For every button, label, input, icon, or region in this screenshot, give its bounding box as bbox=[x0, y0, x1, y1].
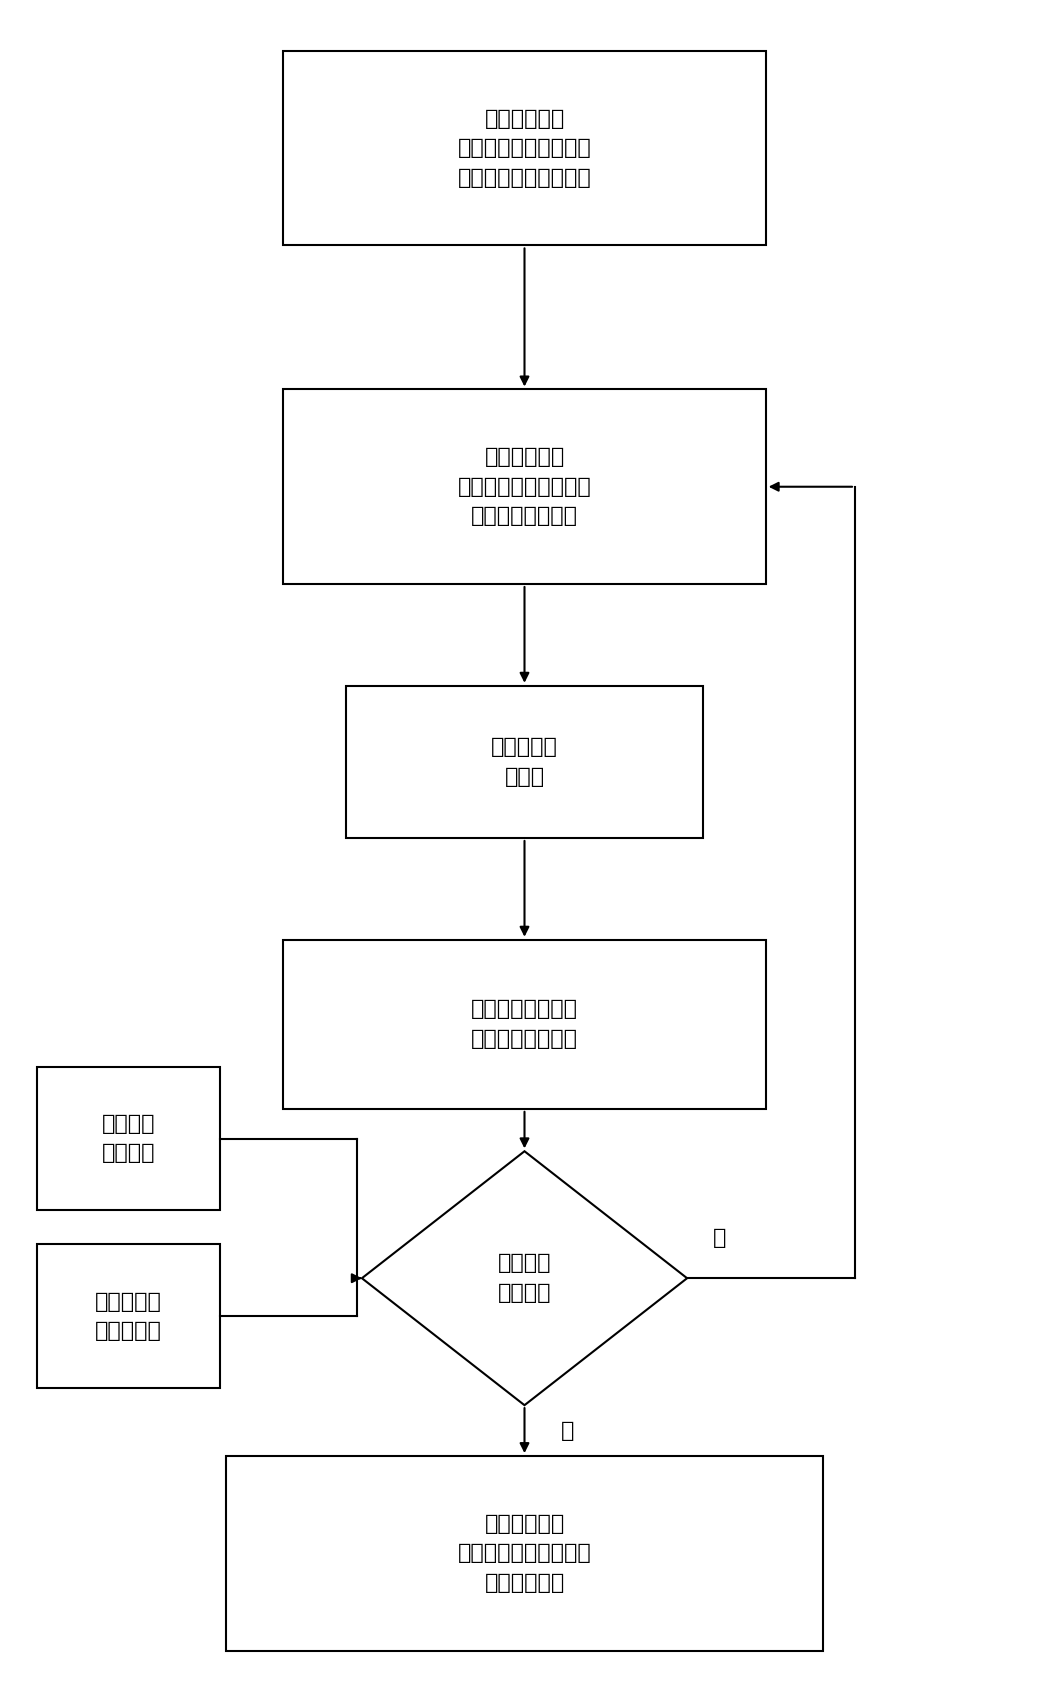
Polygon shape bbox=[362, 1151, 687, 1405]
Text: 飞行时间
是否最优: 飞行时间 是否最优 bbox=[497, 1253, 552, 1304]
Text: 观测相机
视场参数: 观测相机 视场参数 bbox=[102, 1114, 155, 1163]
Text: 星载目标安装
方向、分离速度、观测
相机安装方向约束条件: 星载目标安装 方向、分离速度、观测 相机安装方向约束条件 bbox=[457, 108, 592, 188]
Bar bbox=[37, 1067, 220, 1210]
Text: 星载目标安装
方向、分离速度、观测
相机安装方向初值: 星载目标安装 方向、分离速度、观测 相机安装方向初值 bbox=[457, 447, 592, 527]
Bar bbox=[283, 940, 766, 1109]
Text: 观测相机最
大可视距离: 观测相机最 大可视距离 bbox=[95, 1292, 162, 1341]
Text: 星载目标出观测相
机视场的飞行时间: 星载目标出观测相 机视场的飞行时间 bbox=[471, 999, 578, 1050]
Text: 相对运动方
程计算: 相对运动方 程计算 bbox=[491, 736, 558, 787]
Bar bbox=[283, 389, 766, 584]
Bar bbox=[283, 51, 766, 245]
Text: 否: 否 bbox=[713, 1227, 727, 1248]
Text: 是: 是 bbox=[561, 1420, 575, 1441]
Bar bbox=[37, 1244, 220, 1388]
Bar bbox=[226, 1456, 823, 1651]
Bar bbox=[346, 686, 703, 838]
Text: 星载目标安装
方向、观测相机安装方
向、分离速度: 星载目标安装 方向、观测相机安装方 向、分离速度 bbox=[457, 1514, 592, 1593]
